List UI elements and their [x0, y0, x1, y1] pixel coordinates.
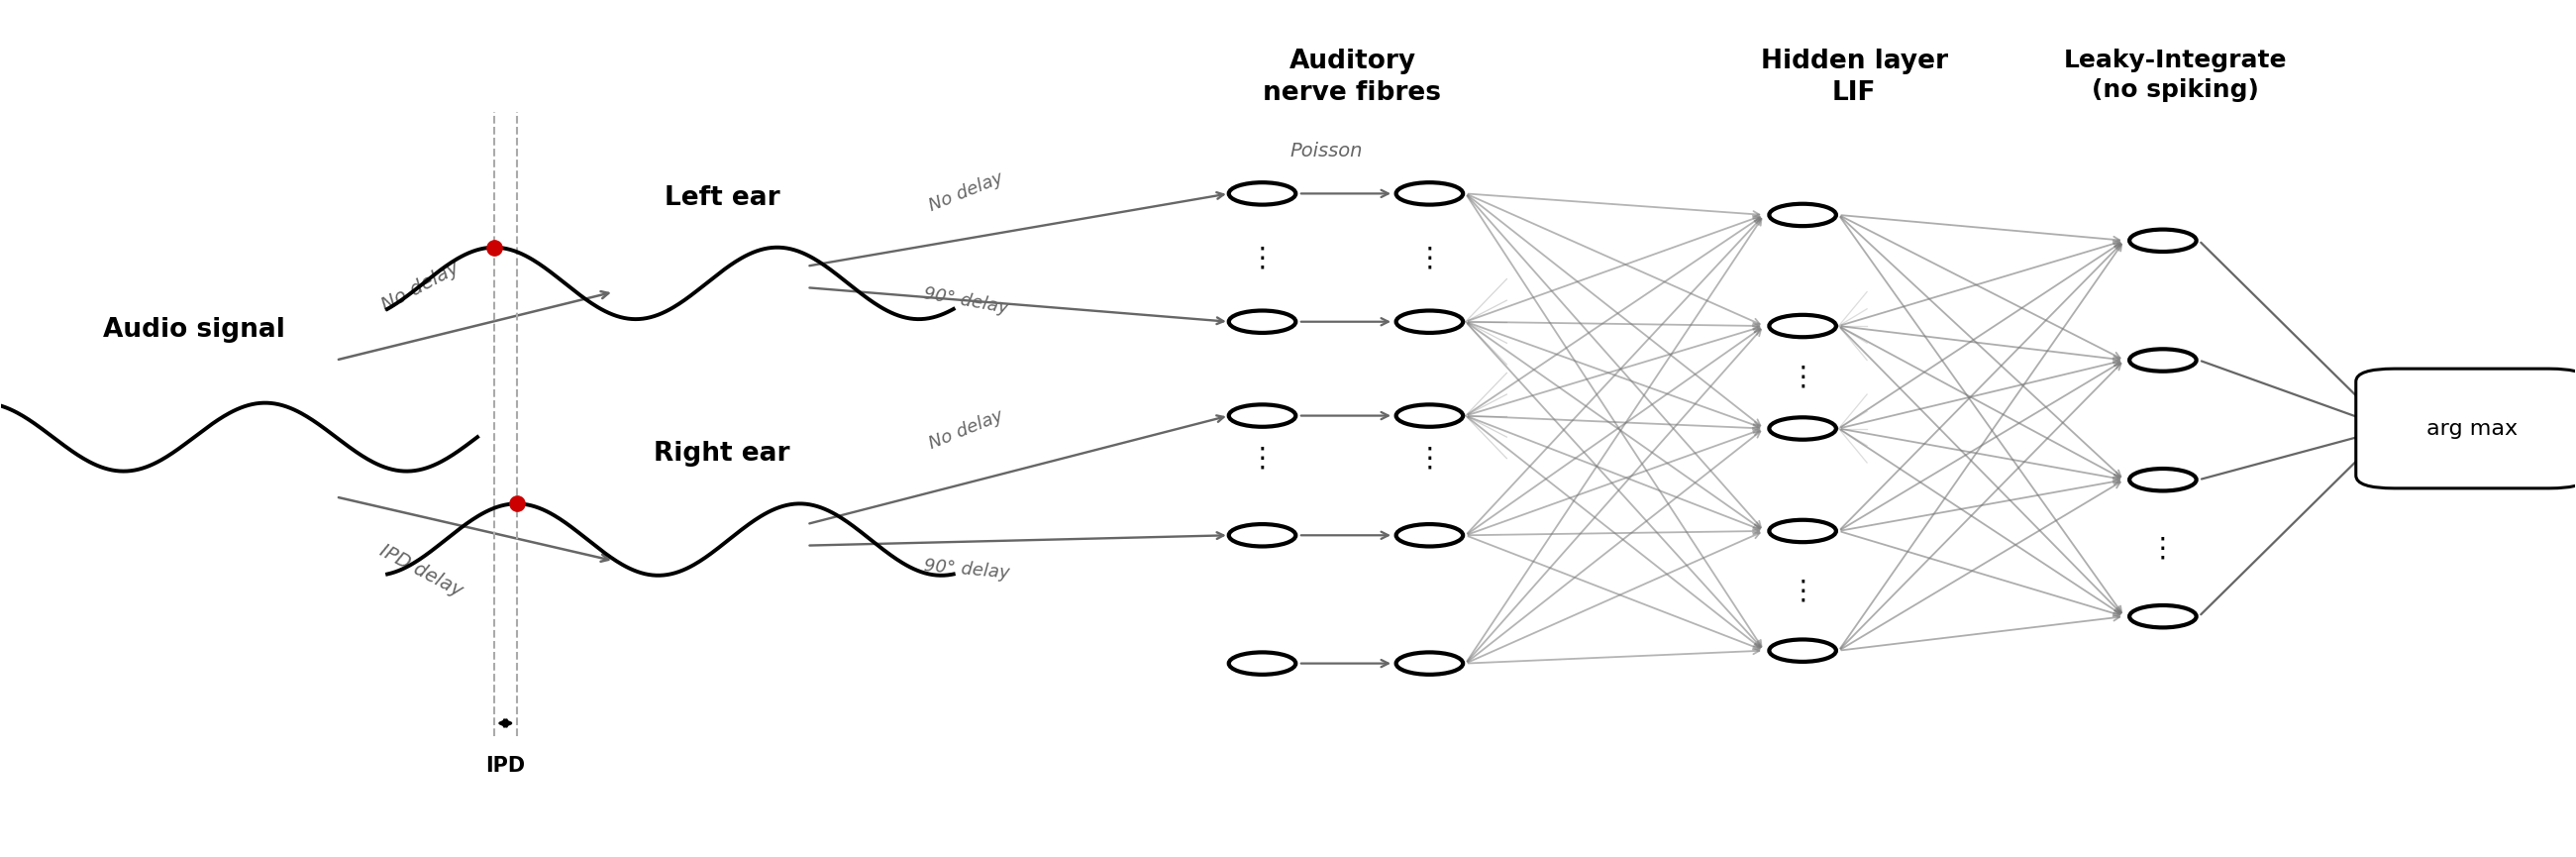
Circle shape — [1396, 524, 1463, 547]
Text: ⋮: ⋮ — [1417, 243, 1443, 272]
Circle shape — [1396, 310, 1463, 333]
Circle shape — [1229, 524, 1296, 547]
Text: No delay: No delay — [927, 406, 1007, 452]
Circle shape — [1396, 183, 1463, 205]
Circle shape — [1770, 417, 1837, 440]
Text: ⋮: ⋮ — [2148, 534, 2177, 562]
Text: No delay: No delay — [379, 258, 464, 315]
Text: IPD delay: IPD delay — [376, 542, 466, 601]
Text: ⋮: ⋮ — [1249, 445, 1275, 472]
Text: No delay: No delay — [927, 169, 1007, 215]
Text: 90° delay: 90° delay — [922, 557, 1010, 582]
Text: ⋮: ⋮ — [1249, 243, 1275, 272]
Circle shape — [1770, 520, 1837, 542]
Circle shape — [1396, 405, 1463, 427]
FancyBboxPatch shape — [2357, 369, 2576, 488]
Text: ⋮: ⋮ — [1417, 445, 1443, 472]
Circle shape — [1770, 315, 1837, 337]
Text: 90° delay: 90° delay — [922, 285, 1010, 317]
Circle shape — [1229, 405, 1296, 427]
Circle shape — [1229, 310, 1296, 333]
Circle shape — [2130, 605, 2197, 627]
Circle shape — [1770, 204, 1837, 226]
Circle shape — [1396, 652, 1463, 674]
Circle shape — [1229, 652, 1296, 674]
Circle shape — [1229, 183, 1296, 205]
Circle shape — [2130, 230, 2197, 252]
Text: Left ear: Left ear — [665, 185, 781, 211]
Circle shape — [1770, 639, 1837, 662]
Text: ⋮: ⋮ — [1788, 363, 1816, 391]
Text: Auditory
nerve fibres: Auditory nerve fibres — [1262, 48, 1443, 105]
Text: arg max: arg max — [2427, 418, 2517, 439]
Text: Leaky-Integrate
(no spiking): Leaky-Integrate (no spiking) — [2063, 48, 2287, 102]
Text: Hidden layer
LIF: Hidden layer LIF — [1759, 48, 1947, 105]
Text: IPD: IPD — [484, 756, 526, 776]
Circle shape — [2130, 349, 2197, 371]
Text: ⋮: ⋮ — [1788, 577, 1816, 605]
Text: Poisson: Poisson — [1291, 141, 1363, 160]
Circle shape — [2130, 469, 2197, 491]
Text: Right ear: Right ear — [654, 441, 791, 467]
Text: Audio signal: Audio signal — [103, 317, 286, 343]
